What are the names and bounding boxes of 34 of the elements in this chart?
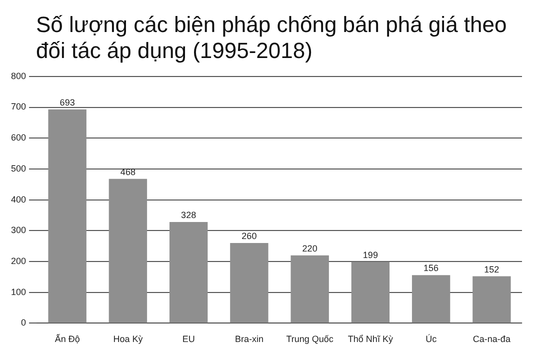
y-tick-label: 300 (10, 225, 26, 236)
data-label: 152 (484, 264, 500, 274)
x-tick-label: Úc (426, 334, 438, 344)
x-tick-label: Trung Quốc (286, 334, 334, 344)
y-tick-label: 700 (10, 102, 26, 112)
bar (169, 222, 208, 323)
data-label: 199 (362, 250, 378, 260)
y-tick-label: 500 (10, 163, 26, 174)
data-label: 468 (120, 166, 136, 177)
data-label: 156 (424, 263, 439, 274)
x-tick-label: EU (182, 334, 195, 344)
y-tick-label: 100 (10, 286, 26, 297)
x-tick-label: Ca-na-đa (472, 334, 510, 344)
bar (351, 262, 390, 323)
bar (108, 178, 148, 323)
y-tick-label: 400 (10, 194, 26, 204)
x-tick-label: Bra-xin (234, 334, 264, 344)
data-label: 220 (302, 243, 318, 254)
chart-title: Số lượng các biện pháp chống bán phá giá theo đối tác áp dụng (1995-2018) (35, 11, 508, 65)
y-tick-label: 800 (10, 70, 26, 81)
bar (230, 242, 268, 323)
data-label: 328 (181, 210, 196, 220)
bar (412, 275, 450, 323)
bar (48, 109, 86, 323)
bar (290, 255, 329, 323)
x-tick-label: Ấn Độ (54, 333, 80, 344)
y-tick-label: 600 (10, 132, 26, 143)
x-tick-label: Thổ Nhĩ Kỳ (348, 334, 394, 344)
data-label: 693 (60, 97, 75, 108)
y-tick-label: 200 (10, 256, 26, 266)
x-tick-label: Hoa Kỳ (113, 334, 144, 344)
y-tick-label: 0 (21, 318, 26, 328)
data-label: 260 (242, 230, 257, 241)
bar (472, 276, 511, 323)
